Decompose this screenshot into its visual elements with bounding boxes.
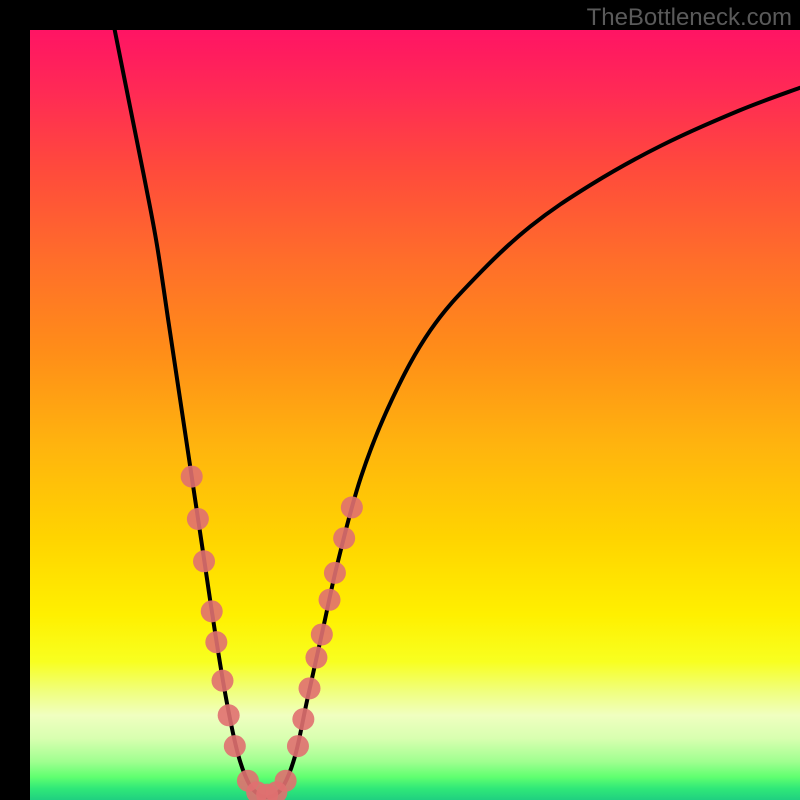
data-marker [305,647,327,669]
gradient-background [30,30,800,800]
data-marker [299,677,321,699]
data-marker [187,508,209,530]
data-marker [224,735,246,757]
data-marker [341,496,363,518]
data-marker [287,735,309,757]
data-marker [275,770,297,792]
data-marker [205,631,227,653]
plot-area [30,30,800,800]
data-marker [324,562,346,584]
data-marker [218,704,240,726]
data-marker [201,600,223,622]
data-marker [333,527,355,549]
data-marker [292,708,314,730]
data-marker [212,670,234,692]
chart-svg [30,30,800,800]
watermark-text: TheBottleneck.com [587,4,792,32]
data-marker [311,623,333,645]
data-marker [193,550,215,572]
data-marker [181,466,203,488]
chart-canvas: TheBottleneck.com [0,0,800,800]
data-marker [319,589,341,611]
